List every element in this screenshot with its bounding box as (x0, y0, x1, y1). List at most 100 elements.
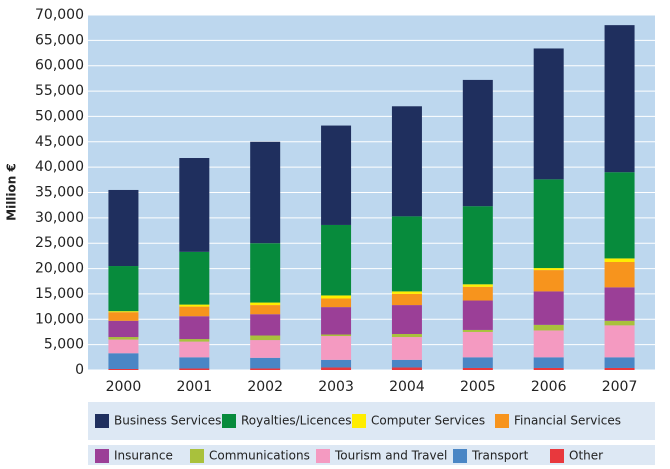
y-tick-label: 50,000 (35, 108, 84, 124)
bar-segment (604, 357, 635, 368)
bar-segment (462, 206, 493, 285)
bar-segment (321, 295, 352, 299)
y-tick-label: 45,000 (35, 134, 84, 150)
bar-segment (108, 266, 139, 312)
bar-segment (321, 307, 352, 335)
bar-segment (250, 357, 281, 369)
y-tick-label: 5,000 (44, 337, 84, 353)
legend-swatch (222, 414, 236, 428)
legend-swatch (316, 449, 330, 463)
legend-swatch (352, 414, 366, 428)
bar-segment (250, 314, 281, 336)
bar-segment (250, 368, 281, 370)
bar-segment (108, 312, 139, 321)
bar-segment (250, 243, 281, 303)
bar-segment (250, 340, 281, 358)
y-tick-label: 20,000 (35, 261, 84, 277)
bar-segment (321, 367, 352, 370)
bar-segment (391, 305, 422, 334)
legend-box (88, 402, 655, 440)
bar-segment (533, 291, 564, 325)
bar-segment (462, 284, 493, 287)
bar-segment (462, 357, 493, 368)
legend-swatch (453, 449, 467, 463)
bar-segment (321, 298, 352, 308)
y-tick-label: 60,000 (35, 58, 84, 74)
y-tick-label: 35,000 (35, 185, 84, 201)
bar-segment (108, 353, 139, 369)
y-axis-label: Million € (5, 163, 19, 221)
bar-segment (391, 333, 422, 338)
bar-segment (533, 268, 564, 271)
bar-segment (321, 359, 352, 368)
bar-segment (391, 293, 422, 306)
bar-segment (108, 320, 139, 338)
x-tick-label: 2005 (460, 379, 496, 395)
bar-segment (604, 287, 635, 321)
bar-segment (179, 304, 210, 307)
bar-segment (462, 79, 493, 207)
bar-segment (108, 339, 139, 354)
legend-label: Computer Services (371, 414, 485, 428)
bar-segment (462, 286, 493, 301)
bar-segment (604, 325, 635, 358)
bar-segment (250, 302, 281, 306)
bar-segment (391, 216, 422, 292)
legend-label: Communications (209, 449, 310, 463)
bar-segment (179, 357, 210, 369)
legend-label: Financial Services (514, 414, 621, 428)
bar-segment (108, 368, 139, 370)
legend-label: Insurance (114, 449, 173, 463)
bar-segment (533, 330, 564, 358)
y-tick-label: 30,000 (35, 210, 84, 226)
bar-segment (391, 291, 422, 294)
y-tick-label: 40,000 (35, 159, 84, 175)
bar-segment (462, 329, 493, 332)
bar-segment (108, 189, 139, 267)
bar-segment (391, 359, 422, 368)
bar-segment (108, 337, 139, 340)
bar-segment (462, 300, 493, 330)
y-tick-label: 70,000 (35, 7, 84, 23)
bar-segment (533, 270, 564, 292)
bar-segment (533, 367, 564, 370)
bar-segment (604, 25, 635, 173)
bar-segment (533, 324, 564, 331)
bar-segment (250, 141, 281, 244)
y-tick-label: 55,000 (35, 83, 84, 99)
bar-segment (533, 179, 564, 269)
legend-label: Other (569, 449, 603, 463)
legend-swatch (190, 449, 204, 463)
y-tick-label: 10,000 (35, 311, 84, 327)
bar-segment (533, 357, 564, 368)
x-tick-label: 2001 (176, 379, 212, 395)
legend-label: Royalties/Licences (241, 414, 351, 428)
bar-segment (108, 311, 139, 313)
bar-segment (179, 316, 210, 340)
legend-swatch (495, 414, 509, 428)
bar-segment (391, 337, 422, 360)
x-tick-label: 2002 (247, 379, 283, 395)
bar-segment (391, 367, 422, 370)
x-tick-label: 2006 (531, 379, 567, 395)
x-tick-label: 2000 (106, 379, 142, 395)
bar-segment (321, 334, 352, 337)
bar-segment (179, 306, 210, 317)
x-tick-label: 2007 (602, 379, 638, 395)
legend-swatch (95, 414, 109, 428)
bar-segment (179, 158, 210, 252)
bar-segment (179, 341, 210, 358)
bar-segment (604, 172, 635, 259)
bar-segment (321, 125, 352, 225)
bar-segment (179, 368, 210, 370)
legend-label: Business Services (114, 414, 221, 428)
legend-label: Transport (471, 449, 529, 463)
x-tick-label: 2003 (318, 379, 354, 395)
legend-swatch (550, 449, 564, 463)
y-tick-label: 65,000 (35, 32, 84, 48)
legend-box (88, 445, 655, 467)
bar-segment (179, 339, 210, 342)
bar-segment (321, 224, 352, 296)
legend-swatch (95, 449, 109, 463)
